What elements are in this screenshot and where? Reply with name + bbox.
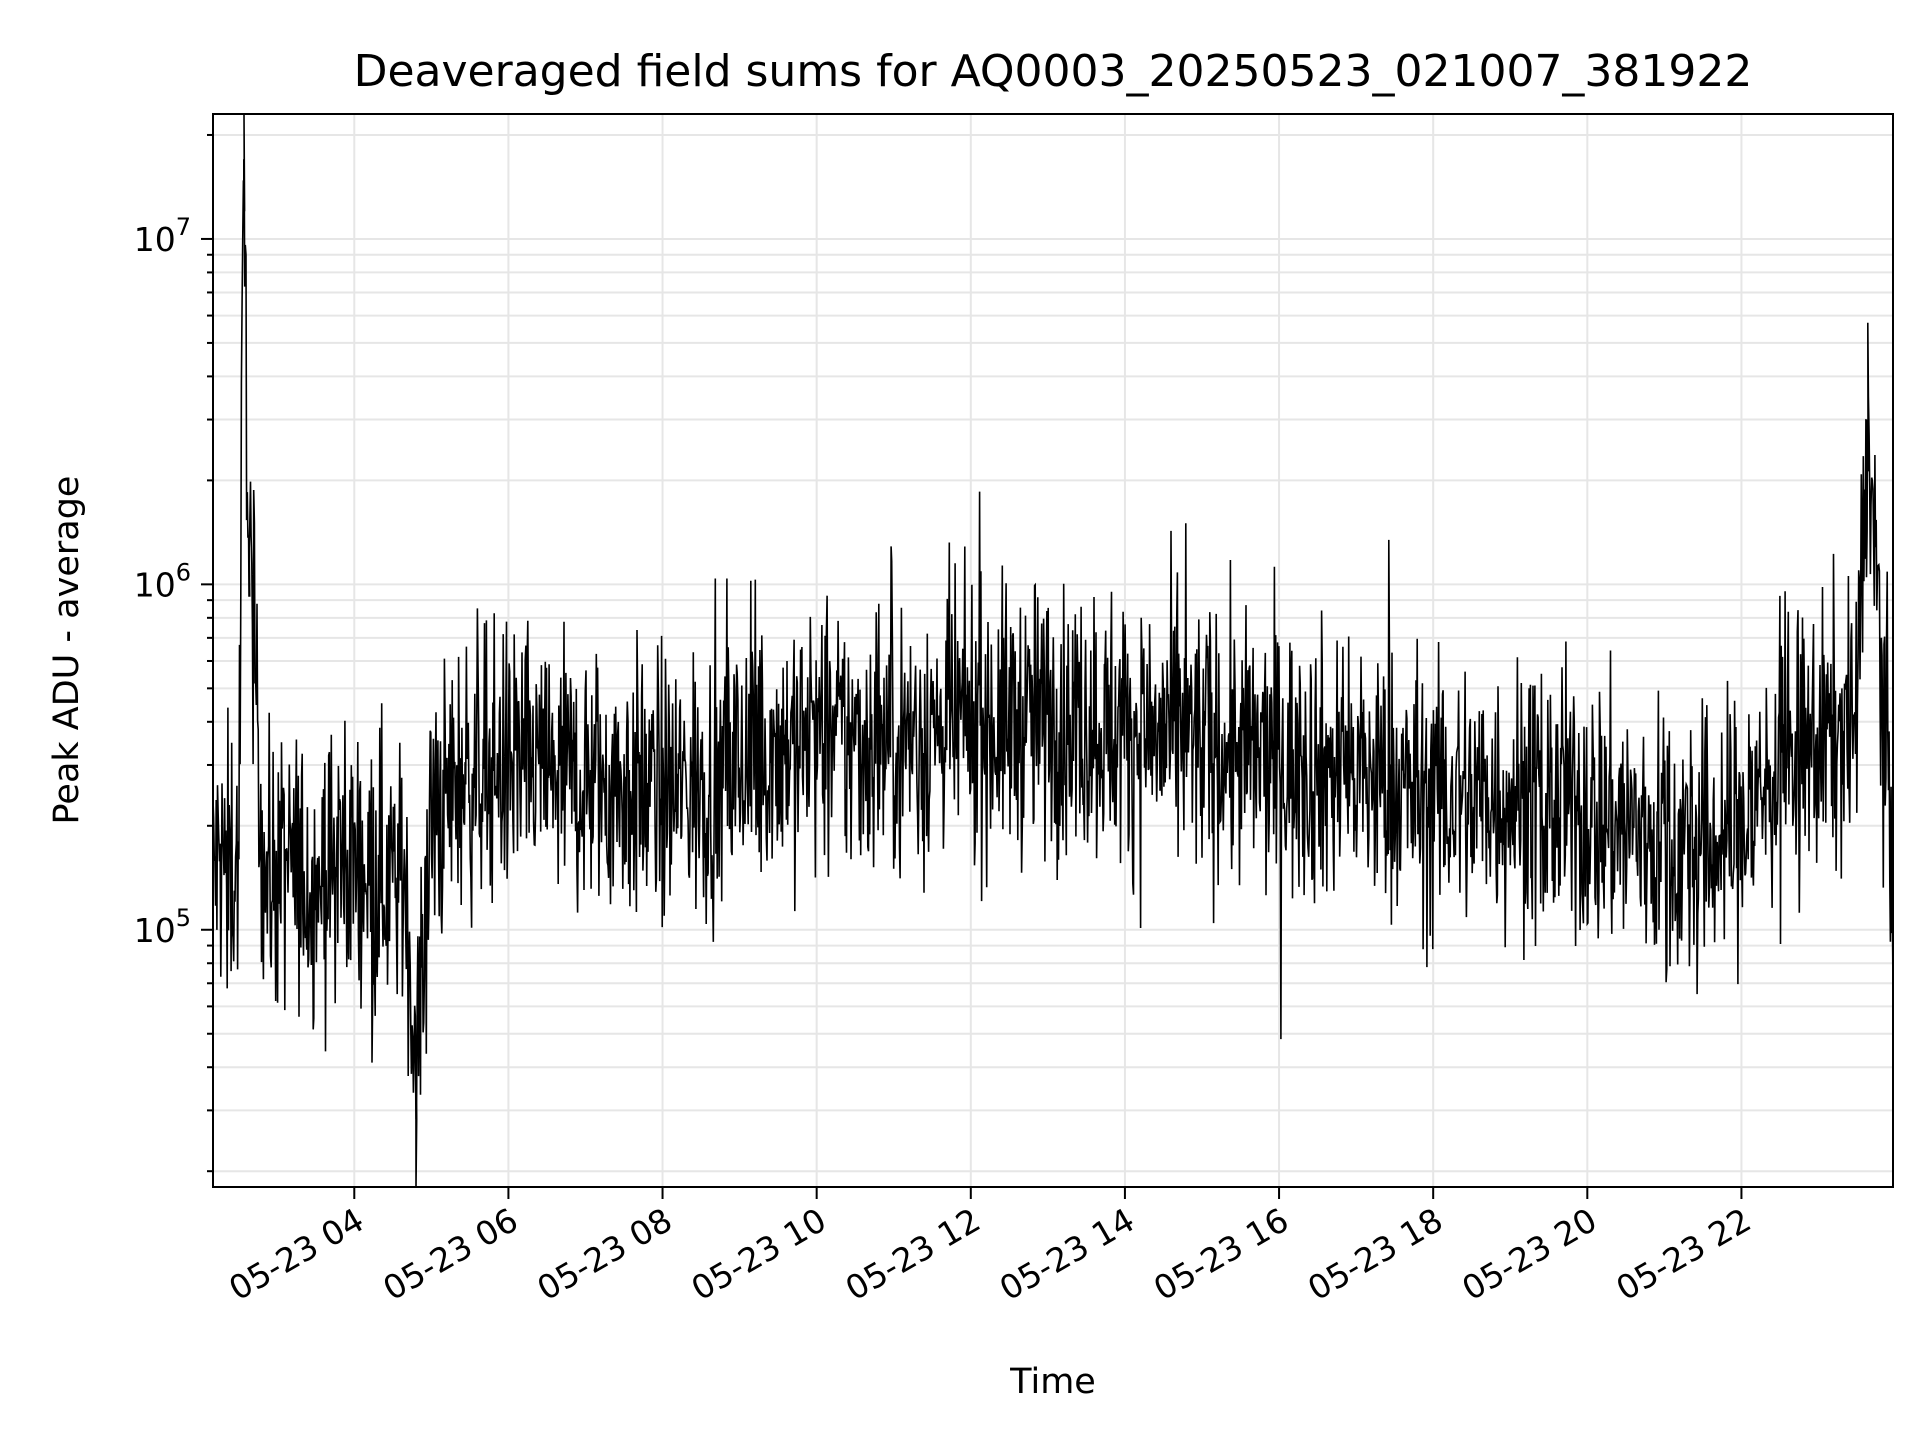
y-tick-label: 106 [134,558,191,604]
y-tick-label: 105 [134,904,191,950]
series-line [213,114,1893,1187]
chart-title: Deaveraged field sums for AQ0003_2025052… [354,46,1753,97]
x-axis-label: Time [1009,1362,1096,1402]
data-series [213,114,1893,1187]
y-axis-label: Peak ADU - average [47,476,87,825]
plot-frame [212,113,1894,1188]
y-tick-label: 107 [134,213,191,259]
